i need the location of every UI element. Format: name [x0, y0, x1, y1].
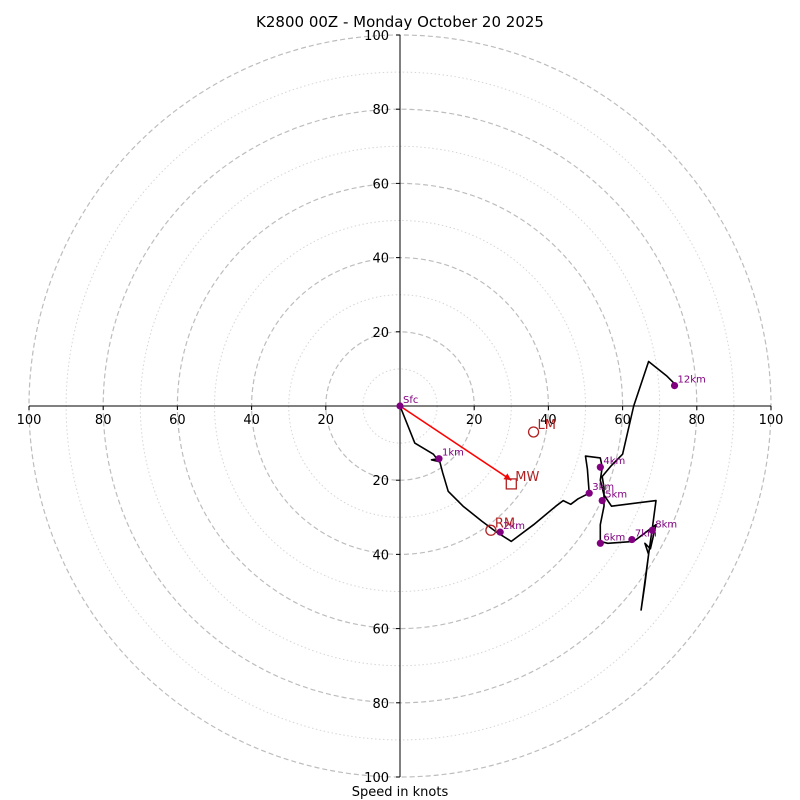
height-label-1km: 1km — [442, 448, 464, 459]
mean-wind-vector-group — [399, 405, 512, 481]
mean-wind-vector — [399, 405, 512, 481]
mw-marker — [505, 478, 517, 490]
y-tick-label: 60 — [372, 623, 389, 638]
height-marker-4km — [596, 463, 604, 471]
x-axis-label: Speed in knots — [352, 785, 449, 800]
height-marker-Sfc — [396, 402, 404, 410]
height-marker-1km — [435, 455, 443, 463]
x-tick-label: 60 — [614, 413, 631, 428]
height-label-12km: 12km — [678, 375, 706, 386]
y-tick-label: 60 — [372, 177, 389, 192]
height-label-8km: 8km — [655, 519, 677, 530]
y-tick-label: 100 — [364, 29, 389, 44]
rm-marker — [485, 524, 497, 536]
height-label-4km: 4km — [603, 456, 625, 467]
tick-labels: 100 80 60 40 20 20 40 60 80 100 100 80 60 40 20 20 40 60 8… — [17, 29, 784, 786]
height-marker-8km — [648, 526, 656, 534]
height-label-Sfc: Sfc — [403, 395, 418, 406]
x-tick-label: 100 — [759, 413, 784, 428]
hodograph-trace — [399, 360, 676, 611]
x-tick-label: 80 — [95, 413, 112, 428]
height-marker-7km — [628, 535, 636, 544]
storm-motion-markers: LM MW RM — [485, 418, 556, 536]
lm-label: LM — [538, 418, 556, 433]
height-label-2km: 2km — [503, 521, 525, 532]
x-tick-label: 20 — [318, 413, 335, 428]
x-tick-label: 40 — [243, 413, 260, 428]
y-tick-label: 40 — [372, 548, 389, 563]
lm-marker — [527, 426, 540, 438]
x-tick-label: 20 — [466, 413, 483, 428]
x-tick-label: 60 — [169, 413, 186, 428]
height-marker-12km — [670, 381, 679, 390]
mw-label: MW — [515, 470, 539, 485]
x-tick-label: 40 — [540, 413, 557, 428]
chart-title: K2800 00Z - Monday October 20 2025 — [256, 13, 544, 31]
height-label-7km: 7km — [635, 529, 657, 540]
y-tick-label: 80 — [372, 697, 389, 712]
x-tick-label: 100 — [17, 413, 42, 428]
hodograph-trace-group — [399, 360, 676, 611]
y-tick-label: 20 — [372, 326, 389, 341]
x-tick-label: 80 — [689, 413, 706, 428]
y-tick-label: 40 — [372, 252, 389, 267]
y-tick-label: 20 — [372, 474, 389, 489]
y-tick-label: 80 — [372, 103, 389, 118]
height-marker-5km — [598, 497, 606, 505]
height-marker-3km — [585, 489, 593, 497]
height-label-3km: 3km — [592, 482, 614, 493]
height-marker-2km — [496, 528, 504, 536]
height-label-6km: 6km — [603, 532, 625, 543]
height-label-5km: 5km — [605, 490, 627, 501]
height-marker-6km — [596, 539, 604, 547]
rm-label: RM — [495, 516, 515, 531]
y-tick-label: 100 — [364, 771, 389, 786]
